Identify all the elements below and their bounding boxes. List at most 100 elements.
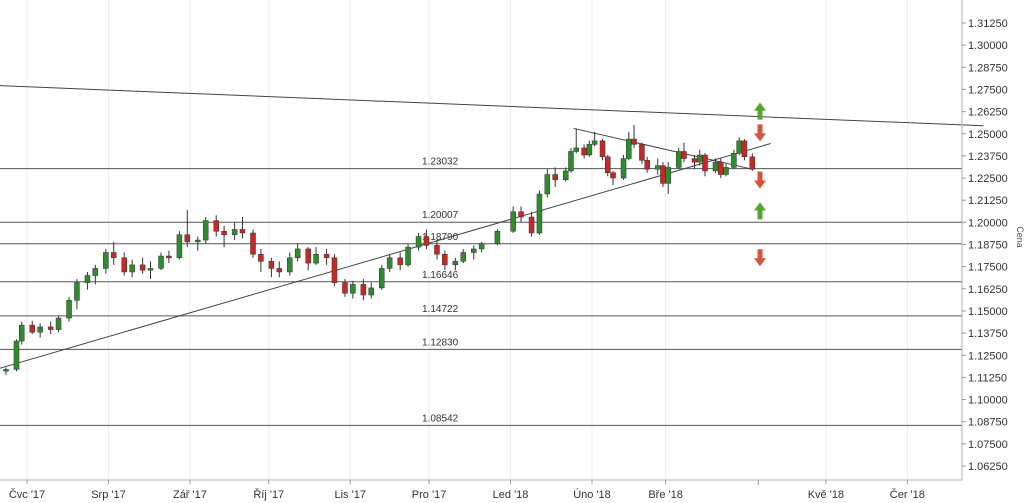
candle-body <box>452 261 459 266</box>
candle-body <box>631 138 637 145</box>
arrow-down-icon <box>754 124 766 142</box>
level-label: 1.18790 <box>422 232 459 243</box>
candle-body <box>562 170 569 181</box>
candle-body <box>74 282 80 301</box>
candle-body <box>586 144 593 156</box>
x-tick-label: Kvě '18 <box>808 489 844 501</box>
candle-body <box>536 193 543 234</box>
candle-body <box>696 154 703 163</box>
y-tick-label: 1.07500 <box>968 439 1008 451</box>
candle-body <box>675 151 682 168</box>
y-tick-label: 1.21250 <box>968 195 1008 207</box>
candle-body <box>202 220 209 241</box>
candle-body <box>460 252 466 262</box>
y-axis-title: Cena <box>1015 226 1024 248</box>
candle-body <box>470 248 477 253</box>
candle-body <box>415 236 422 248</box>
x-tick-label: Led '18 <box>493 489 529 501</box>
candle-body <box>544 174 551 195</box>
candle-body <box>528 216 535 234</box>
candle-body <box>129 264 135 273</box>
candle-body <box>158 255 164 269</box>
candle-body <box>84 275 91 283</box>
arrow-up-icon <box>754 102 766 120</box>
x-tick-label: Říj '17 <box>253 488 284 501</box>
x-tick-label: Pro '17 <box>412 489 447 501</box>
x-tick-label: Čer '18 <box>890 488 925 501</box>
candle-body <box>626 138 632 159</box>
candle-body <box>620 158 627 179</box>
y-tick-label: 1.12500 <box>968 350 1008 362</box>
candle-body <box>294 248 301 259</box>
candle-body <box>231 229 238 236</box>
candle-body <box>478 243 485 250</box>
y-tick-label: 1.27500 <box>968 84 1008 96</box>
candle-body <box>305 248 311 264</box>
candle-body <box>184 234 191 243</box>
y-axis: 1.31250 1.30000 1.28750 1.27500 1.26250 1.250… <box>962 18 1008 473</box>
candle-body <box>313 253 319 264</box>
signal-arrows <box>754 102 766 267</box>
y-tick-label: 1.23750 <box>968 151 1008 163</box>
y-tick-label: 1.22500 <box>968 173 1008 185</box>
candle-body <box>331 257 338 283</box>
arrow-down-icon <box>754 171 766 189</box>
candle-body <box>660 165 666 184</box>
candle-body <box>665 167 671 184</box>
candle-body <box>213 220 219 232</box>
candle-body <box>654 165 661 170</box>
x-tick-label: Čvc '17 <box>9 488 45 501</box>
candle-body <box>552 174 558 181</box>
candle-body <box>103 252 109 269</box>
y-tick-label: 1.17500 <box>968 262 1008 274</box>
y-tick-label: 1.13750 <box>968 328 1008 340</box>
chart-grid <box>26 0 908 480</box>
candle-body <box>258 253 264 262</box>
candle-body <box>268 261 275 269</box>
x-tick-label: Lis '17 <box>335 489 366 501</box>
candle-body <box>55 317 62 330</box>
candle-body <box>591 140 598 145</box>
x-axis: Čvc '17 Srp '17 Zář '17 Říj '17 Lis '17 Pro '… <box>9 480 925 501</box>
candle-body <box>568 151 574 172</box>
candle-body <box>221 230 227 236</box>
candle-body <box>397 257 403 266</box>
y-tick-label: 1.28750 <box>968 62 1008 74</box>
candle-body <box>147 268 154 271</box>
candle-body <box>702 154 708 172</box>
y-tick-label: 1.26250 <box>968 107 1008 119</box>
level-label: 1.12830 <box>422 337 459 348</box>
level-label: 1.16646 <box>422 270 459 281</box>
candle-body <box>195 239 201 243</box>
y-tick-label: 1.06250 <box>968 461 1008 473</box>
candle-body <box>749 156 756 170</box>
horizontal-levels: 1.23032 1.20007 1.18790 1.16646 1.14722 1.128… <box>0 157 962 426</box>
trendline-long-support <box>0 143 771 369</box>
arrow-down-icon <box>754 249 766 267</box>
candle-body <box>139 264 146 271</box>
candle-body <box>239 229 246 234</box>
y-tick-label: 1.25000 <box>968 129 1008 141</box>
candle-body <box>610 172 616 179</box>
candle-body <box>518 211 524 218</box>
candle-body <box>741 140 748 158</box>
candle-body <box>350 284 356 294</box>
candle-body <box>605 156 611 173</box>
x-tick-label: Zář '17 <box>173 489 207 501</box>
candle-body <box>736 140 742 154</box>
y-tick-label: 1.11250 <box>968 372 1007 384</box>
candle-body <box>681 151 687 159</box>
candle-body <box>581 147 587 156</box>
trendlines <box>0 85 984 369</box>
candle-body <box>442 253 448 266</box>
candle-body <box>37 326 43 333</box>
candle-body <box>250 232 256 255</box>
candle-body <box>712 161 719 172</box>
candle-body <box>323 253 330 259</box>
y-tick-label: 1.16250 <box>968 284 1008 296</box>
level-label: 1.08542 <box>422 413 459 424</box>
candle-body <box>423 236 430 246</box>
candle-body <box>121 257 127 273</box>
trendline-long-resistance <box>0 85 984 127</box>
